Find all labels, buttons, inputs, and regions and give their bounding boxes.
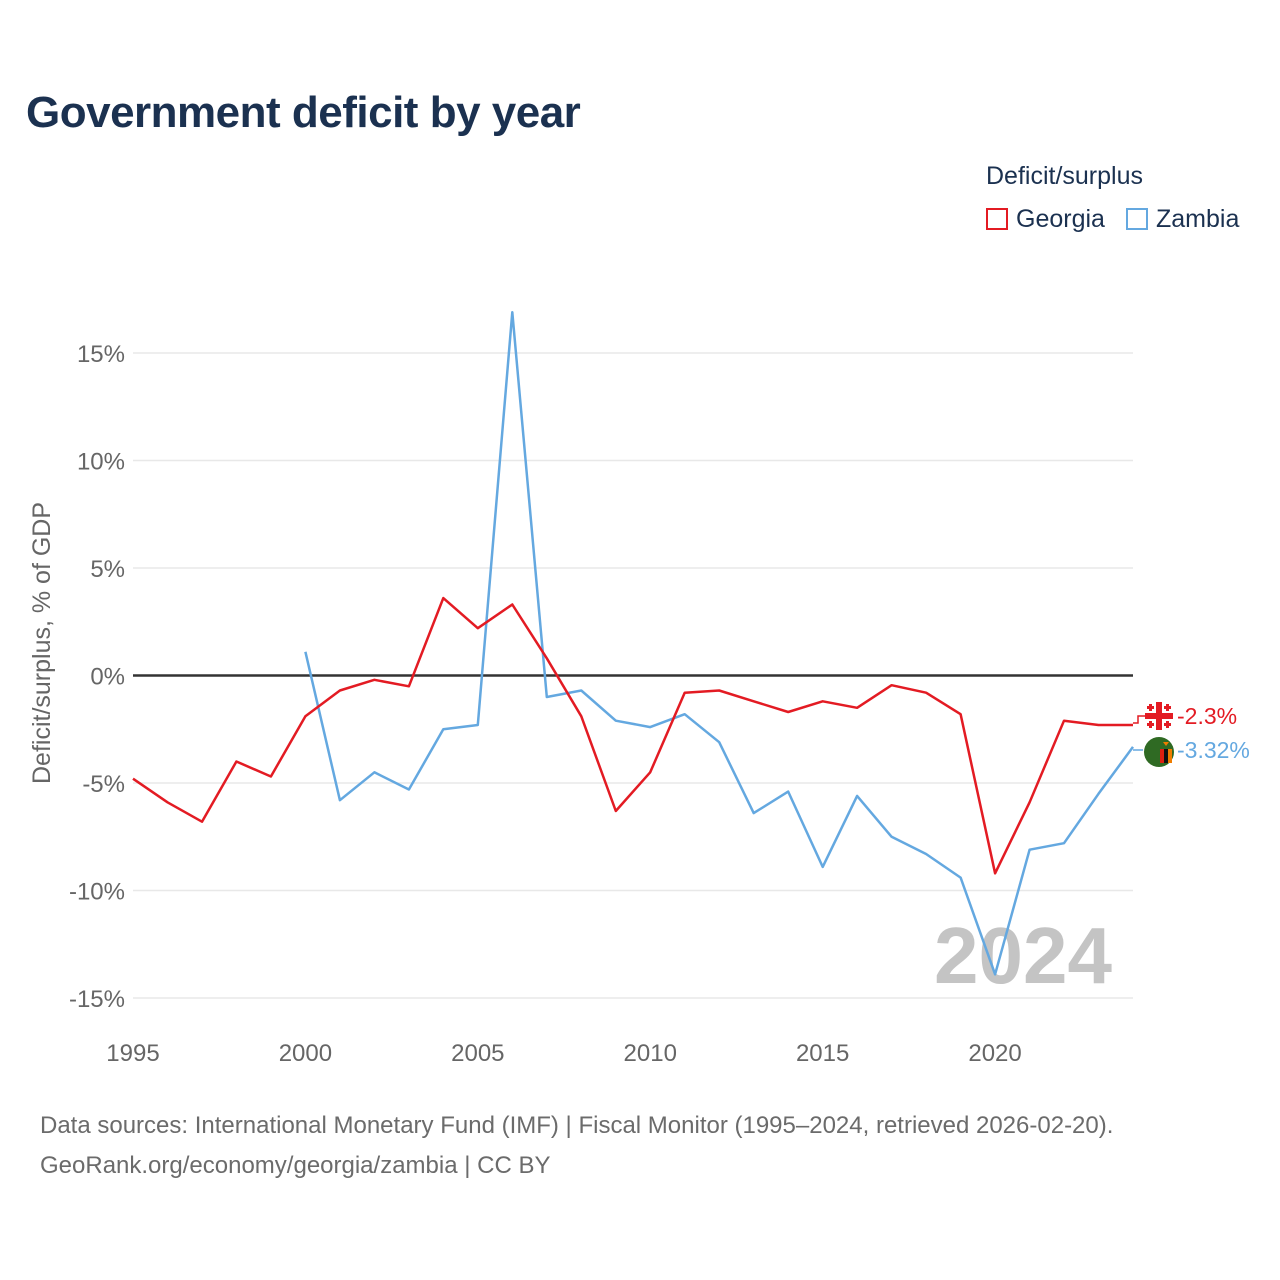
x-tick-label: 2010	[624, 1040, 677, 1067]
legend-label-zambia: Zambia	[1156, 204, 1240, 233]
y-tick-label: -15%	[69, 986, 125, 1013]
y-tick-label: 10%	[77, 449, 125, 476]
georgia-flag-icon	[1145, 702, 1173, 730]
zambia-flag-icon	[1144, 737, 1174, 767]
zambia-end-marker: -3.32%	[1133, 737, 1250, 767]
y-tick-label: -10%	[69, 879, 125, 906]
series-line-georgia[interactable]	[132, 596, 1133, 875]
zambia-end-label: -3.32%	[1177, 737, 1250, 763]
x-tick-label: 2020	[968, 1040, 1021, 1067]
x-tick-label: 2000	[279, 1040, 332, 1067]
legend-title: Deficit/surplus	[986, 162, 1143, 190]
year-watermark: 2024	[934, 911, 1112, 1000]
y-axis-label: Deficit/surplus, % of GDP	[28, 502, 56, 784]
x-tick-label: 2015	[796, 1040, 849, 1067]
source-line-1: Data sources: International Monetary Fun…	[40, 1112, 1114, 1139]
series-lines	[132, 310, 1135, 976]
y-tick-label: 15%	[77, 341, 125, 368]
x-tick-label: 1995	[106, 1040, 159, 1067]
y-tick-label: 5%	[90, 556, 125, 583]
grid-lines	[133, 352, 1133, 999]
source-line-2: GeoRank.org/economy/georgia/zambia | CC …	[40, 1152, 551, 1179]
georgia-end-marker: -2.3%	[1133, 702, 1237, 730]
legend-item-zambia[interactable]: Zambia	[1126, 204, 1239, 234]
legend-swatch-zambia	[1126, 208, 1148, 230]
legend-label-georgia: Georgia	[1016, 204, 1105, 233]
legend-swatch-georgia	[986, 208, 1008, 230]
georgia-label-connector	[1133, 715, 1145, 724]
y-tick-label: -5%	[82, 771, 125, 798]
chart-title: Government deficit by year	[26, 88, 581, 137]
x-tick-label: 2005	[451, 1040, 504, 1067]
legend-item-georgia[interactable]: Georgia	[986, 204, 1105, 234]
series-line-zambia[interactable]	[304, 310, 1135, 976]
georgia-end-label: -2.3%	[1177, 703, 1237, 729]
x-axis: 1995 2000 2005 2010 2015 2020	[106, 1040, 1021, 1067]
source-note: Data sources: International Monetary Fun…	[40, 1106, 1113, 1186]
y-axis: 15% 10% 5% 0% -5% -10% -15%	[69, 341, 125, 1013]
y-tick-label: 0%	[90, 664, 125, 691]
